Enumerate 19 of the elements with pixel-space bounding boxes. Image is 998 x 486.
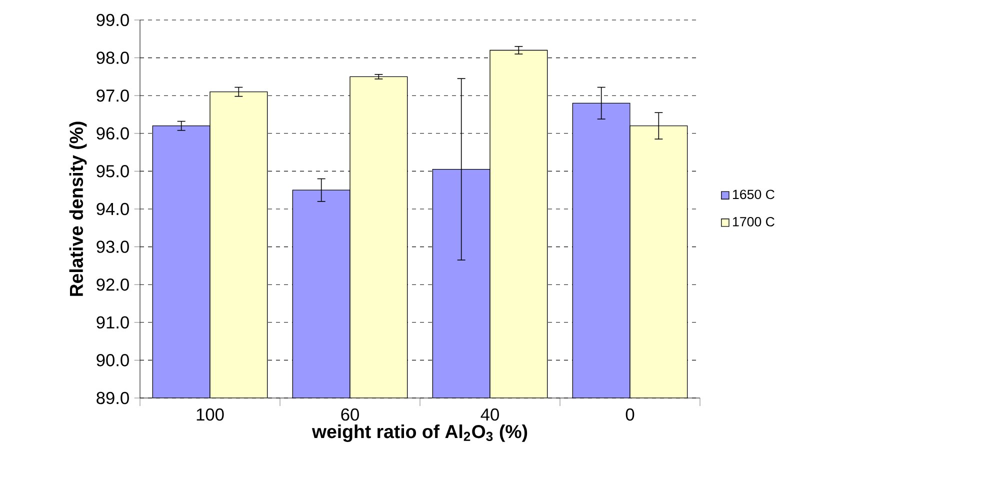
y-tick-label: 90.0 [96,354,129,366]
legend-label: 1650 C [733,190,774,200]
y-tick-label: 92.0 [96,278,129,291]
x-tick-label: 40 [480,408,499,421]
y-tick-label: 95.0 [96,165,129,178]
x-tick-label: 0 [626,408,634,421]
y-tick-label: 99.0 [96,14,129,26]
y-tick-label: 91.0 [96,316,129,329]
y-axis-title: Relative density (%) [69,122,87,296]
x-axis-title: weight ratio of Al$_{2}$O$_{3}$ (%) [312,424,528,442]
y-tick-label: 97.0 [96,89,129,102]
y-tick-label: 94.0 [96,202,129,216]
x-tick-label: 60 [341,408,359,421]
y-tick-label: 89.0 [96,392,129,404]
y-tick-label: 98.0 [96,52,129,64]
y-tick-label: 93.0 [96,240,129,253]
x-tick-label: 100 [196,408,224,421]
legend-label: 1700 C [733,217,774,226]
y-tick-label: 96.0 [96,127,129,140]
